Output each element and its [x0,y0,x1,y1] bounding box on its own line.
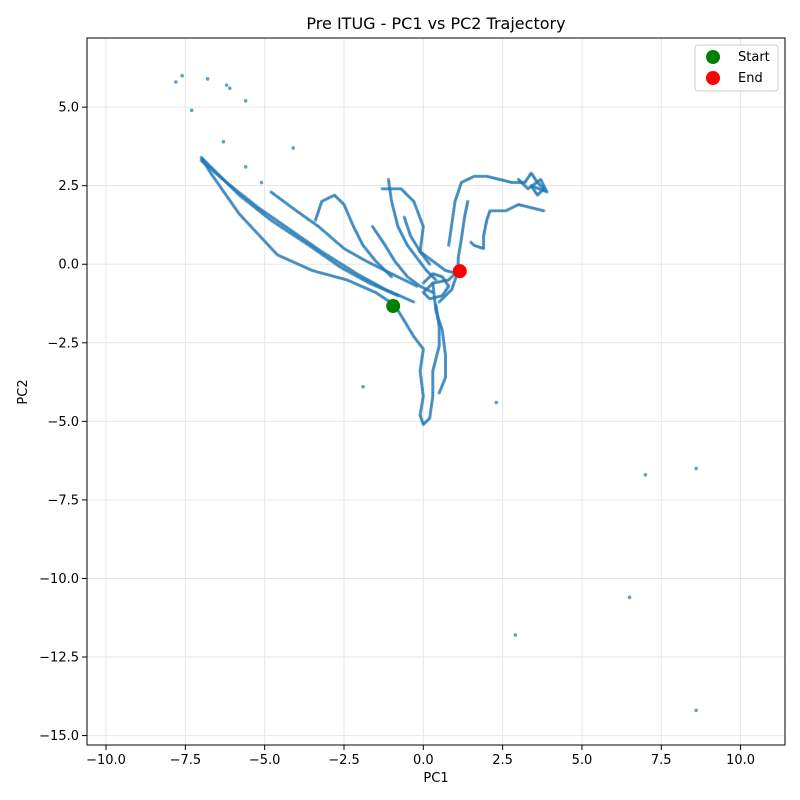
y-tick-label: −10.0 [39,572,79,587]
x-tick-label: −2.5 [328,753,360,768]
trajectory-point [469,240,473,244]
trajectory-point [189,108,194,113]
y-axis-label: PC2 [16,379,31,404]
plot-frame [86,37,786,746]
trajectory-point [643,472,648,477]
trajectory-point [694,708,698,713]
trajectory-point [437,300,441,304]
trajectory-point [694,466,698,471]
trajectory-point [513,633,518,637]
trajectory-point [389,275,394,279]
trajectory-points [174,73,698,713]
trajectory-point [412,300,416,304]
trajectory-point [428,262,432,266]
trajectory-point [174,80,178,84]
y-tick-label: 0.0 [58,258,79,273]
x-axis-ticks: −10.0 −7.5 −5.0 −2.5 0.0 2.5 5.0 7.5 10.0 [86,745,755,768]
start-end-markers [386,264,467,314]
y-tick-label: −7.5 [47,493,79,508]
y-tick-label: −2.5 [47,336,79,351]
y-axis-ticks: −15.0 −12.5 −10.0 −7.5 −5.0 −2.5 0.0 2.5 5.0 [39,101,87,744]
x-tick-label: 5.0 [572,753,593,768]
trajectory-point [180,73,184,78]
trajectory-point [227,86,232,91]
trajectory-point [221,139,226,144]
legend-end-marker [706,71,720,85]
end-marker [452,264,467,279]
y-tick-label: −15.0 [39,729,79,744]
x-tick-label: 2.5 [492,753,513,768]
x-axis-label: PC1 [423,771,448,786]
x-tick-label: 10.0 [726,753,755,768]
x-tick-label: −7.5 [170,753,202,768]
y-tick-label: 5.0 [58,101,79,116]
trajectory-point [224,83,229,87]
grid [87,38,785,745]
x-tick-label: 0.0 [413,753,434,768]
trajectory-point [205,77,210,81]
legend-start-label: Start [738,50,770,65]
trajectory-point [627,595,632,600]
trajectory-point [466,199,470,203]
x-tick-label: 7.5 [651,753,672,768]
y-tick-label: −5.0 [47,415,79,430]
y-tick-label: 2.5 [58,179,79,194]
trajectory-point [243,99,248,103]
y-tick-label: −12.5 [39,651,79,666]
trajectory-point [437,391,441,395]
trajectory-point [259,180,264,185]
x-tick-label: −10.0 [86,753,126,768]
trajectory-point [291,146,296,150]
trajectory-point [361,384,365,389]
legend: Start End [694,44,779,92]
trajectory-point [243,165,248,169]
legend-end-label: End [738,71,763,86]
trajectory-point [494,400,499,405]
legend-start-marker [706,50,720,64]
start-marker [386,299,401,314]
x-tick-label: −5.0 [249,753,281,768]
chart-title: Pre ITUG - PC1 vs PC2 Trajectory [306,14,565,33]
trajectory-point [516,177,521,181]
